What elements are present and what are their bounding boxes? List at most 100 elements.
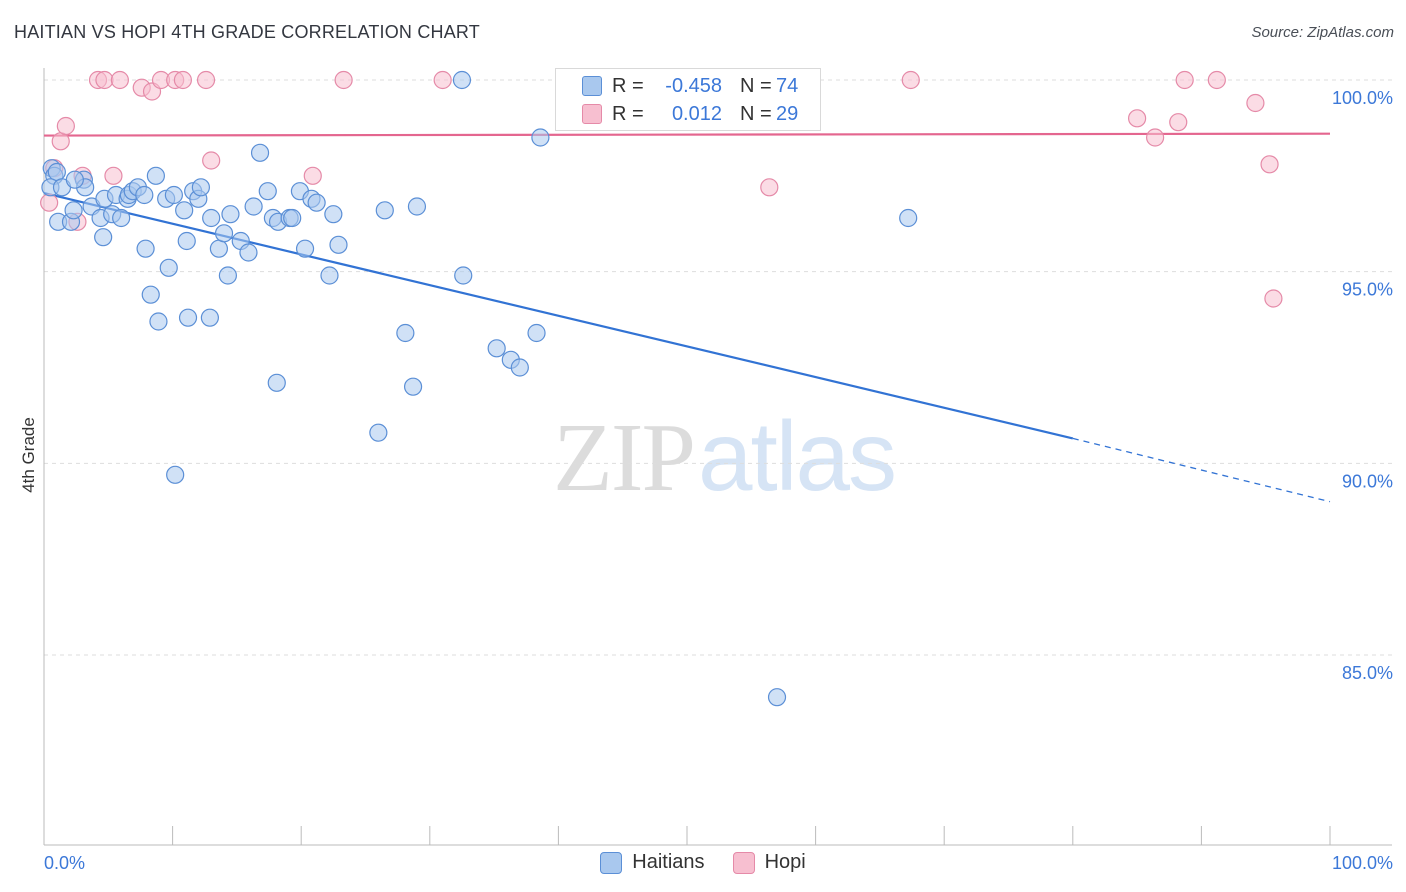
stats-row-hopi: R = 0.012 N = 29	[582, 101, 798, 127]
r-label: R =	[612, 102, 644, 125]
haitians-point	[295, 239, 315, 258]
hopi-point	[1146, 128, 1165, 147]
hopi-point	[1260, 155, 1279, 174]
hopi-point	[95, 70, 114, 90]
haitians-point	[178, 308, 198, 327]
hopi-point	[433, 70, 452, 90]
haitians-point	[369, 423, 388, 442]
series-legend: Haitians Hopi	[0, 851, 1406, 874]
haitians-point	[202, 208, 221, 228]
r-value: -0.458	[665, 74, 722, 97]
y-tick-label: 100.0%	[1332, 88, 1393, 108]
haitians-point	[149, 312, 168, 331]
hopi-swatch	[582, 104, 602, 124]
hopi-point	[901, 70, 920, 90]
haitians-point	[164, 185, 183, 205]
y-tick-label: 85.0%	[1342, 663, 1393, 683]
y-tick-label: 95.0%	[1342, 280, 1393, 300]
haitians-point	[527, 323, 546, 343]
haitians-point	[146, 166, 165, 185]
x-tick-label: 100.0%	[1332, 853, 1393, 873]
n-value: 29	[776, 102, 799, 125]
axes	[43, 68, 1392, 846]
haitians-point	[403, 377, 423, 396]
data-points	[40, 70, 1283, 707]
haitians-point	[324, 205, 343, 224]
haitians-point	[250, 143, 270, 162]
haitians-point	[141, 285, 160, 304]
haitians-point	[47, 162, 66, 182]
hopi-point	[1246, 93, 1265, 113]
haitians-point	[239, 243, 258, 262]
r-label: R =	[612, 74, 644, 97]
hopi-point	[334, 70, 353, 90]
haitians-point	[112, 208, 131, 228]
haitians-point	[177, 231, 196, 251]
haitians-point	[175, 201, 194, 220]
stats-legend: R = -0.458 N = 74 R = 0.012 N = 29	[555, 68, 821, 131]
haitians-point	[166, 465, 185, 484]
hopi-point	[1175, 70, 1194, 90]
trend-lines	[43, 132, 1331, 503]
haitians-point	[221, 205, 240, 224]
hopi-point	[51, 132, 70, 151]
legend-item-hopi[interactable]: Hopi	[732, 851, 806, 874]
hopi-point	[303, 166, 322, 185]
haitians-point	[136, 239, 155, 258]
haitians-point	[135, 185, 154, 205]
n-label: N =	[740, 102, 772, 125]
haitians-point	[94, 228, 113, 247]
haitians-point	[258, 182, 277, 201]
watermark-atlas: atlas	[698, 401, 897, 511]
haitians-point	[510, 358, 529, 377]
haitians-point	[244, 197, 263, 216]
chart-title: HAITIAN VS HOPI 4TH GRADE CORRELATION CH…	[14, 22, 481, 42]
hopi-point	[1169, 113, 1188, 132]
gridlines	[44, 79, 1392, 656]
legend-label-hopi: Hopi	[764, 851, 806, 873]
hopi-point	[1207, 70, 1226, 90]
watermark-zip: ZIP	[553, 404, 696, 512]
haitians-point	[191, 178, 210, 197]
legend-label-haitians: Haitians	[632, 851, 705, 873]
hopi-point	[1264, 289, 1283, 308]
n-value: 74	[776, 74, 799, 97]
y-tick-label: 90.0%	[1342, 471, 1393, 491]
haitians-point	[454, 266, 473, 285]
haitians-trend-extension	[1072, 437, 1331, 503]
haitians-point	[200, 308, 219, 327]
hopi-point	[173, 70, 192, 90]
haitians-point	[267, 373, 286, 392]
y-axis-title: 4th Grade	[19, 417, 38, 493]
legend-item-haitians[interactable]: Haitians	[600, 851, 705, 874]
haitians-point	[218, 266, 237, 285]
haitians-point	[452, 70, 472, 90]
hopi-point	[110, 70, 129, 90]
stats-row-haitians: R = -0.458 N = 74	[582, 73, 798, 99]
haitians-point	[320, 266, 339, 285]
haitians-point	[407, 197, 427, 216]
haitians-point	[209, 239, 228, 258]
n-label: N =	[740, 74, 772, 97]
haitians-legend-swatch	[600, 851, 623, 874]
r-value: 0.012	[671, 102, 722, 125]
hopi-point	[40, 193, 59, 212]
haitians-point	[329, 235, 348, 254]
haitians-point	[214, 224, 234, 243]
haitians-point	[487, 339, 506, 358]
hopi-point	[202, 151, 221, 170]
haitians-point	[767, 688, 787, 707]
x-tick-label: 0.0%	[44, 853, 85, 873]
haitians-point	[159, 258, 178, 277]
haitians-point	[375, 201, 394, 220]
hopi-point	[1127, 109, 1147, 128]
watermark: ZIPatlas	[553, 400, 897, 514]
hopi-point	[104, 166, 123, 185]
haitians-point	[64, 201, 83, 220]
hopi-point	[760, 178, 779, 197]
tick-labels: 85.0% 90.0% 95.0% 100.0% 0.0% 100.0% 4th Grade	[19, 88, 1393, 873]
source-credit: Source: ZipAtlas.com	[1251, 24, 1394, 41]
haitians-point	[396, 323, 415, 343]
hopi-trend-line	[43, 132, 1331, 137]
